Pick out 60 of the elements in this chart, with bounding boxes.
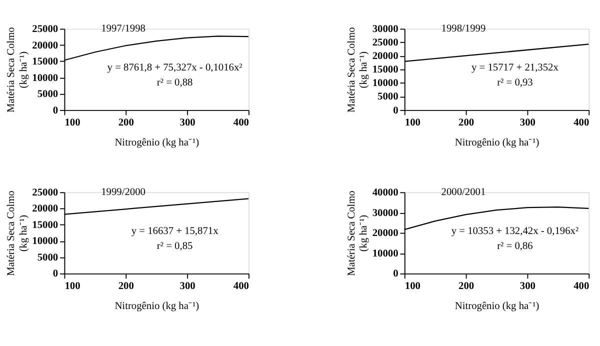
x-tick-label: 400 [574, 118, 590, 129]
x-tick-label: 400 [574, 281, 590, 292]
y-tick-label: 0 [52, 105, 58, 116]
y-tick-label: 40000 [372, 187, 398, 198]
y-tick-label: 20000 [32, 40, 58, 52]
y-tick-label: 10000 [372, 78, 398, 90]
y-tick-label: 20000 [372, 228, 398, 240]
y-axis-title: Matéria Seca Colmo (kg ha⁻¹) [346, 190, 370, 276]
y-tick-label: 25000 [32, 187, 58, 198]
annotation: r² = 0,93 [497, 78, 533, 89]
y-tick-label: 5000 [37, 89, 58, 100]
chart-title: 1998/1999 [441, 24, 486, 35]
x-tick-label: 300 [180, 118, 196, 129]
y-tick-label: 20000 [372, 51, 398, 62]
x-axis-title: Nitrogênio (kg ha⁻¹) [114, 137, 200, 148]
x-tick-label: 100 [404, 281, 420, 292]
y-tick-label: 25000 [372, 38, 398, 49]
y-tick-label: 15000 [372, 64, 398, 76]
y-tick-label: 15000 [32, 56, 58, 68]
x-tick-label: 300 [180, 281, 196, 292]
x-axis-title: Nitrogênio (kg ha⁻¹) [454, 137, 540, 148]
y-axis-title: Matéria Seca Colmo (kg ha⁻¹) [346, 27, 370, 112]
x-tick-label: 100 [64, 281, 80, 292]
y-tick-label: 30000 [372, 208, 398, 219]
y-tick-label: 25000 [32, 24, 58, 36]
y-axis-title: Matéria Seca Colmo (kg ha⁻¹) [6, 190, 30, 276]
chart-title: 2000/2001 [441, 187, 486, 198]
annotation: y = 15717 + 21,352x [472, 62, 560, 74]
y-tick-label: 10000 [372, 248, 398, 260]
x-tick-label: 100 [404, 118, 420, 129]
annotation: y = 8761,8 + 75,327x - 0,1016x² [107, 62, 242, 74]
annotation: r² = 0,88 [156, 78, 193, 89]
annotation: y = 10353 + 132,42x - 0,196x² [451, 226, 579, 238]
y-tick-label: 5000 [378, 92, 398, 103]
x-tick-label: 200 [458, 118, 474, 129]
x-tick-label: 100 [64, 118, 80, 129]
y-tick-label: 0 [393, 268, 398, 280]
y-tick-label: 30000 [372, 24, 398, 36]
annotation: r² = 0,85 [156, 241, 193, 252]
x-axis-title: Nitrogênio (kg ha⁻¹) [454, 300, 540, 312]
x-tick-label: 200 [118, 118, 134, 129]
x-axis-title: Nitrogênio (kg ha⁻¹) [114, 300, 200, 312]
annotation: r² = 0,86 [497, 241, 533, 252]
y-tick-label: 10000 [32, 72, 58, 84]
x-tick-label: 200 [118, 281, 134, 292]
x-tick-label: 300 [520, 281, 536, 292]
y-tick-label: 10000 [32, 236, 58, 248]
x-tick-label: 200 [458, 281, 474, 292]
y-axis-title: Matéria Seca Colmo (kg ha⁻¹) [6, 27, 30, 112]
y-tick-label: 20000 [32, 204, 58, 215]
y-tick-label: 0 [393, 105, 398, 116]
chart-title: 1999/2000 [101, 187, 146, 198]
annotation: y = 16637 + 15,871x [131, 226, 220, 238]
x-tick-label: 400 [233, 281, 249, 292]
x-tick-label: 400 [233, 118, 249, 129]
chart-title: 1997/1998 [101, 24, 146, 35]
y-tick-label: 0 [52, 268, 58, 280]
y-tick-label: 5000 [37, 252, 58, 264]
x-tick-label: 300 [520, 118, 536, 129]
y-tick-label: 15000 [32, 220, 58, 231]
